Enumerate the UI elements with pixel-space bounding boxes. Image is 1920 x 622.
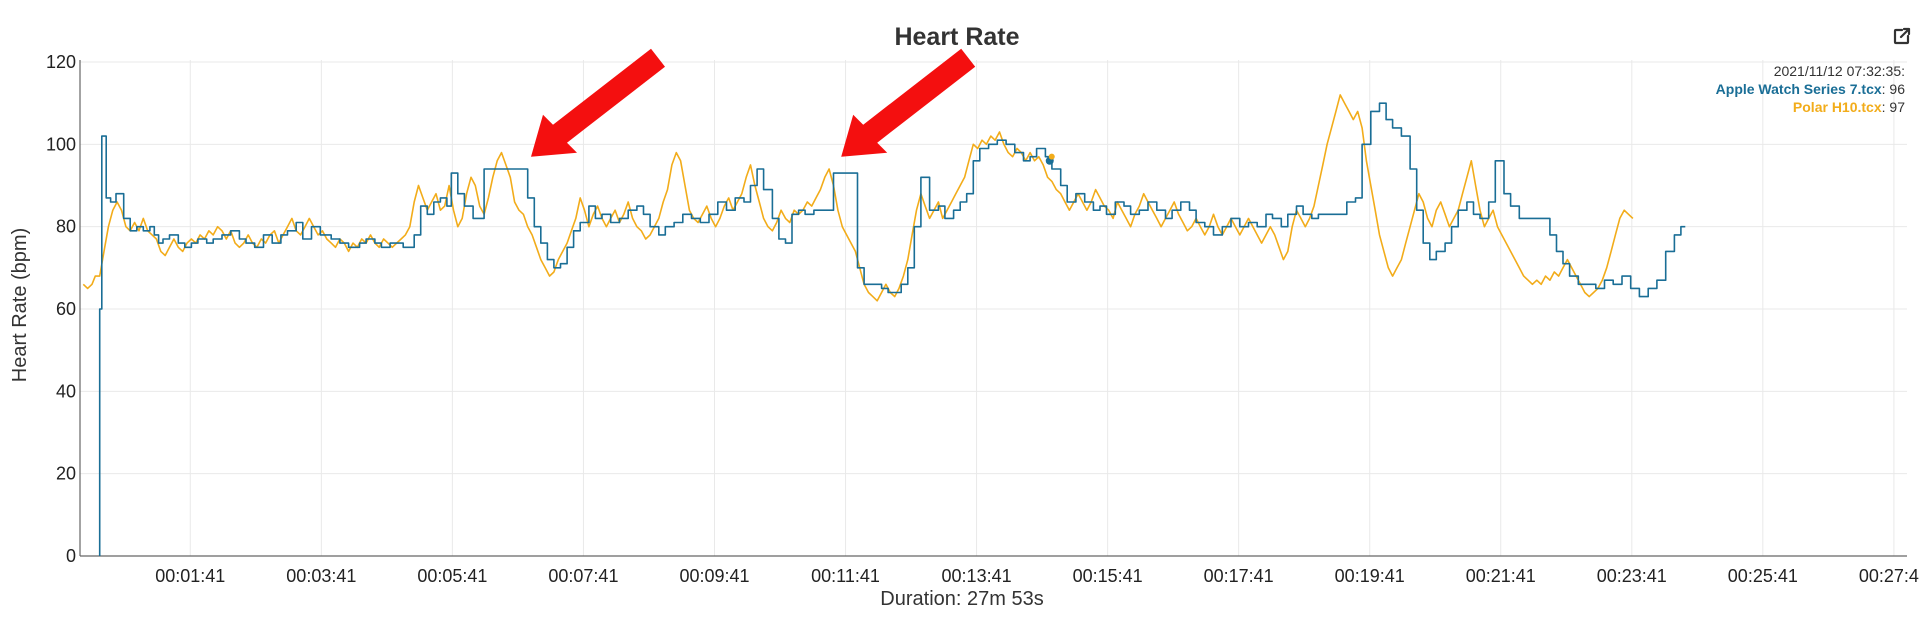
legend-series-value: 97	[1889, 99, 1905, 115]
x-tick-label: 00:15:41	[1073, 566, 1143, 586]
x-tick-label: 00:03:41	[286, 566, 356, 586]
export-icon[interactable]	[1893, 27, 1911, 45]
legend-series-name: Polar H10.tcx	[1793, 99, 1882, 115]
x-tick-label: 00:25:41	[1728, 566, 1798, 586]
x-tick-label: 00:11:41	[811, 566, 880, 586]
x-tick-label: 00:13:41	[942, 566, 1012, 586]
x-tick-label: 00:07:41	[548, 566, 618, 586]
chart-title: Heart Rate	[894, 23, 1019, 51]
y-tick-label: 120	[46, 52, 76, 72]
hover-marker-polar	[1048, 153, 1055, 160]
legend-timestamp: 2021/11/12 07:32:35:	[1774, 63, 1905, 79]
legend-item-apple: Apple Watch Series 7.tcx: 96	[1716, 81, 1906, 97]
x-tick-label: 00:21:41	[1466, 566, 1536, 586]
series-line-apple-watch	[98, 102, 1686, 556]
x-tick-label: 00:27:41	[1859, 566, 1920, 586]
y-tick-label: 20	[56, 464, 76, 484]
y-tick-label: 40	[56, 381, 76, 401]
y-axis-label: Heart Rate (bpm)	[9, 228, 31, 383]
x-tick-label: 00:17:41	[1204, 566, 1274, 586]
series-layer	[82, 94, 1686, 556]
x-tick-label: 00:05:41	[417, 566, 487, 586]
x-axis-label: Duration: 27m 53s	[880, 588, 1043, 610]
x-tick-label: 00:19:41	[1335, 566, 1405, 586]
x-tick-label: 00:09:41	[679, 566, 749, 586]
legend-series-name: Apple Watch Series 7.tcx	[1716, 81, 1882, 97]
legend-item-polar: Polar H10.tcx: 97	[1793, 99, 1905, 115]
y-tick-label: 0	[66, 546, 76, 566]
grid-layer	[80, 60, 1907, 556]
y-tick-label: 100	[46, 134, 76, 154]
annotation-layer	[531, 48, 976, 157]
x-tick-label: 00:23:41	[1597, 566, 1667, 586]
annotation-arrow	[841, 48, 976, 157]
annotation-arrow	[531, 48, 665, 157]
legend: 2021/11/12 07:32:35: Apple Watch Series …	[1716, 63, 1906, 115]
axis-layer	[79, 60, 1907, 557]
x-tick-label: 00:01:41	[155, 566, 225, 586]
y-tick-label: 80	[56, 217, 76, 237]
y-tick-label: 60	[56, 299, 76, 319]
label-layer: 0 20 40 60 80 100 120 00:01:41 00:03:41 00:05:41 0…	[46, 52, 1920, 586]
legend-series-value: 96	[1889, 81, 1905, 97]
